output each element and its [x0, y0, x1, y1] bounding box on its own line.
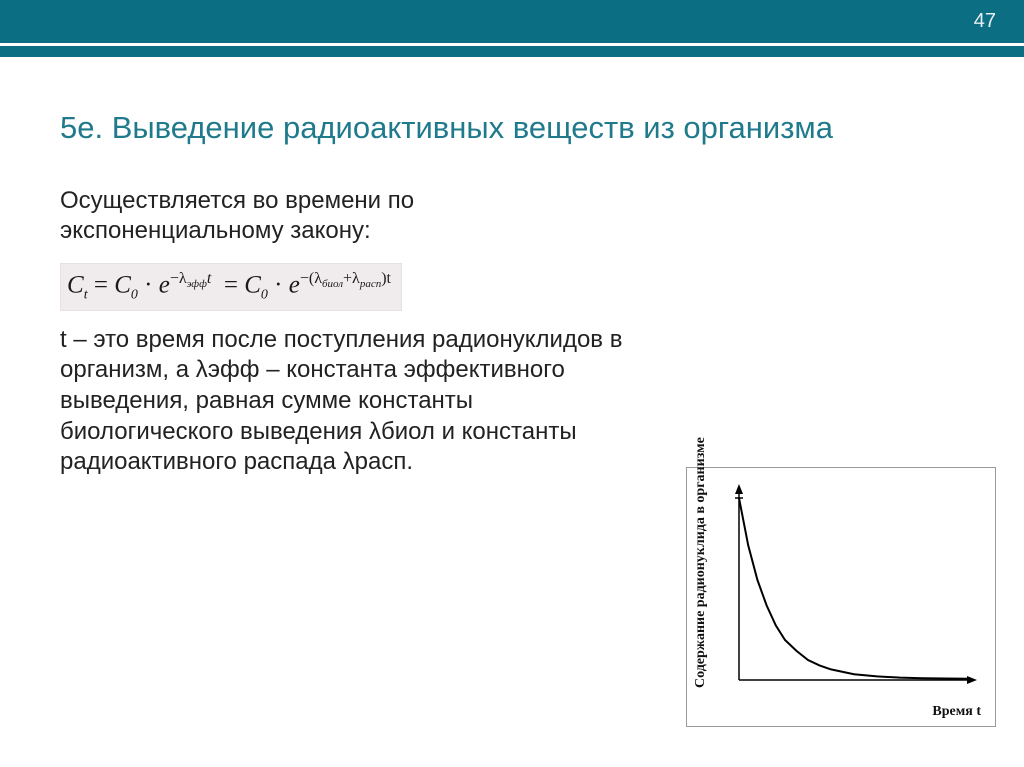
- formula-eq1: =: [94, 272, 108, 299]
- formula-exp1: −λэффt: [170, 270, 212, 287]
- chart-y-axis-label: Содержание радионуклида в организме: [693, 508, 709, 688]
- formula-e1: e: [159, 272, 170, 299]
- formula-exp1-suffix: t: [207, 270, 211, 287]
- explanation-text: t – это время после поступления радионук…: [60, 325, 640, 479]
- slide-title: 5е. Выведение радиоактивных веществ из о…: [60, 109, 964, 148]
- intro-text: Осуществляется во времени по экспоненциа…: [60, 186, 620, 247]
- slide-content: 5е. Выведение радиоактивных веществ из о…: [0, 57, 1024, 478]
- chart-inner: Содержание радионуклида в организме Врем…: [693, 476, 989, 720]
- formula-dot1: ·: [144, 272, 152, 299]
- formula-exp2-prefix: −(λ: [300, 270, 322, 287]
- chart-x-axis-label: Время t: [932, 704, 981, 720]
- chart-x-arrow-icon: [967, 676, 977, 684]
- formula-C0b-sub: 0: [261, 288, 268, 303]
- chart-decay-curve: [739, 498, 969, 679]
- header-subbar: [0, 46, 1024, 57]
- formula-exp2-sub2: расп: [360, 278, 381, 290]
- formula-exp2-sub1: биол: [322, 278, 343, 290]
- formula-C0b-C: C: [244, 272, 261, 299]
- formula-exp2: −(λбиол+λрасп)t: [300, 270, 391, 287]
- formula-exp1-prefix: −λ: [170, 270, 187, 287]
- formula-exp1-sub: эфф: [187, 278, 207, 290]
- page-number: 47: [974, 10, 996, 33]
- formula-Ct-sub: t: [84, 288, 88, 303]
- header-bar: 47: [0, 0, 1024, 46]
- chart-y-arrow-icon: [735, 484, 743, 494]
- chart-plot: [729, 480, 981, 702]
- formula-exp2-suffix: )t: [381, 270, 391, 287]
- formula-eq2: =: [224, 272, 238, 299]
- formula-C0-sub: 0: [131, 288, 138, 303]
- formula-exp2-mid: +λ: [343, 270, 360, 287]
- formula-C0-C: C: [114, 272, 131, 299]
- chart-x-label-text: Время t: [932, 704, 981, 719]
- formula-dot2: ·: [274, 272, 282, 299]
- decay-chart: Содержание радионуклида в организме Врем…: [686, 467, 996, 727]
- formula-Ct-C: C: [67, 272, 84, 299]
- formula: Ct = C0 · e−λэффt = C0 · e−(λбиол+λрасп)…: [60, 263, 402, 310]
- formula-e2: e: [289, 272, 300, 299]
